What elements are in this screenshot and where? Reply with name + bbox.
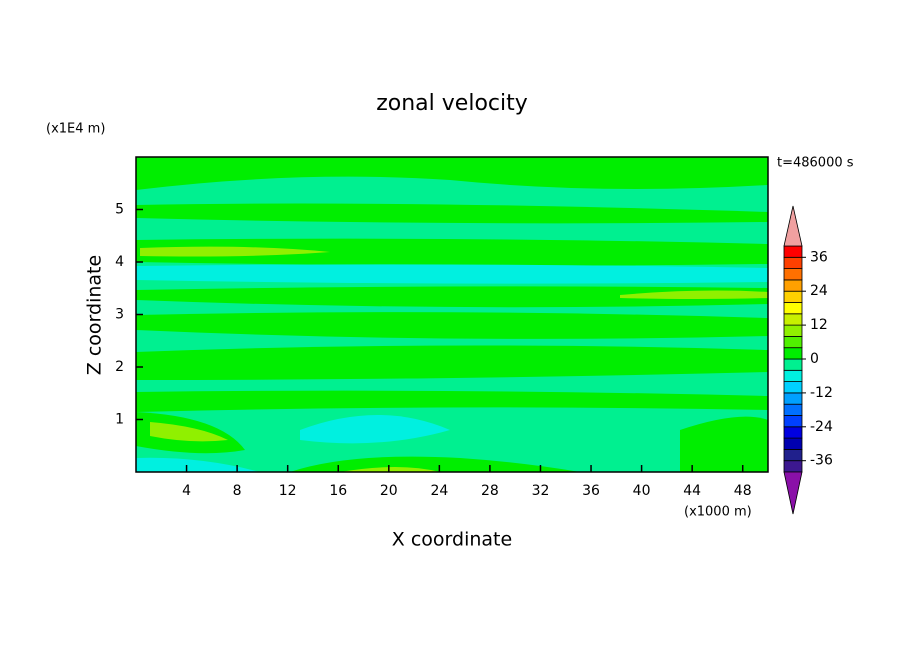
field-band	[136, 264, 768, 284]
colorbar-tick-label: -36	[810, 453, 833, 469]
field-band	[680, 416, 768, 472]
field-band	[290, 456, 580, 472]
colorbar-box	[783, 313, 803, 326]
colorbar-box	[783, 347, 803, 360]
colorbar-box	[783, 381, 803, 394]
colorbar-box	[783, 324, 803, 337]
colorbar-box	[783, 335, 803, 349]
field-band	[136, 238, 768, 266]
colorbar-tick-label: 12	[810, 317, 828, 333]
colorbar-tick-label: 0	[810, 351, 819, 367]
field-band	[136, 390, 768, 412]
y-axis-label: Z coordinate	[84, 255, 106, 375]
colorbar-over	[783, 205, 803, 247]
y-tick-label: 5	[115, 202, 124, 218]
field-band	[136, 457, 260, 472]
colorbar-under	[783, 471, 803, 515]
chart-title: zonal velocity	[376, 91, 528, 116]
field-band	[620, 290, 768, 299]
x-tick-label: 32	[532, 483, 550, 499]
colorbar-tick-label: -12	[810, 385, 833, 401]
x-unit: (x1000 m)	[684, 505, 752, 520]
x-tick-label: 16	[329, 483, 347, 499]
y-tick-label: 2	[115, 359, 124, 375]
colorbar-box	[783, 426, 803, 439]
x-axis-label: X coordinate	[392, 529, 512, 551]
colorbar-tick-label: -24	[810, 419, 833, 435]
y-tick-label: 1	[115, 412, 124, 428]
colorbar-box	[783, 358, 803, 371]
y-tick-label: 4	[115, 254, 124, 270]
x-tick-label: 28	[481, 483, 499, 499]
colorbar-box	[783, 448, 803, 462]
x-tick-label: 12	[279, 483, 297, 499]
colorbar-box	[783, 415, 803, 428]
field-band	[136, 345, 768, 380]
x-tick-label: 4	[182, 483, 191, 499]
field-band	[300, 415, 450, 444]
field-band	[340, 467, 440, 472]
colorbar-tick-label: 24	[810, 283, 828, 299]
colorbar-box	[783, 437, 803, 450]
colorbar-box	[783, 403, 803, 416]
colorbar-box	[783, 256, 803, 269]
field-band	[136, 203, 768, 224]
y-tick-label: 3	[115, 307, 124, 323]
field-band	[150, 422, 228, 442]
x-tick-label: 44	[683, 483, 701, 499]
contour-field	[136, 157, 768, 472]
y-unit: (x1E4 m)	[46, 122, 105, 137]
colorbar-box	[783, 245, 803, 258]
time-label: t=486000 s	[777, 156, 854, 171]
x-tick-label: 20	[380, 483, 398, 499]
colorbar-tick-label: 36	[810, 249, 828, 265]
field-band	[136, 312, 768, 339]
x-tick-label: 48	[734, 483, 752, 499]
x-tick-label: 36	[582, 483, 600, 499]
field-band	[136, 286, 768, 308]
colorbar-box	[783, 279, 803, 292]
colorbar-box	[783, 392, 803, 405]
field-band	[136, 157, 768, 190]
field-band	[140, 246, 330, 257]
x-tick-label: 8	[233, 483, 242, 499]
colorbar-box	[783, 302, 803, 315]
x-tick-label: 40	[633, 483, 651, 499]
colorbar-box	[783, 460, 803, 473]
colorbar-box	[783, 369, 803, 382]
colorbar-box	[783, 290, 803, 303]
x-tick-label: 24	[430, 483, 448, 499]
colorbar-box	[783, 268, 803, 281]
